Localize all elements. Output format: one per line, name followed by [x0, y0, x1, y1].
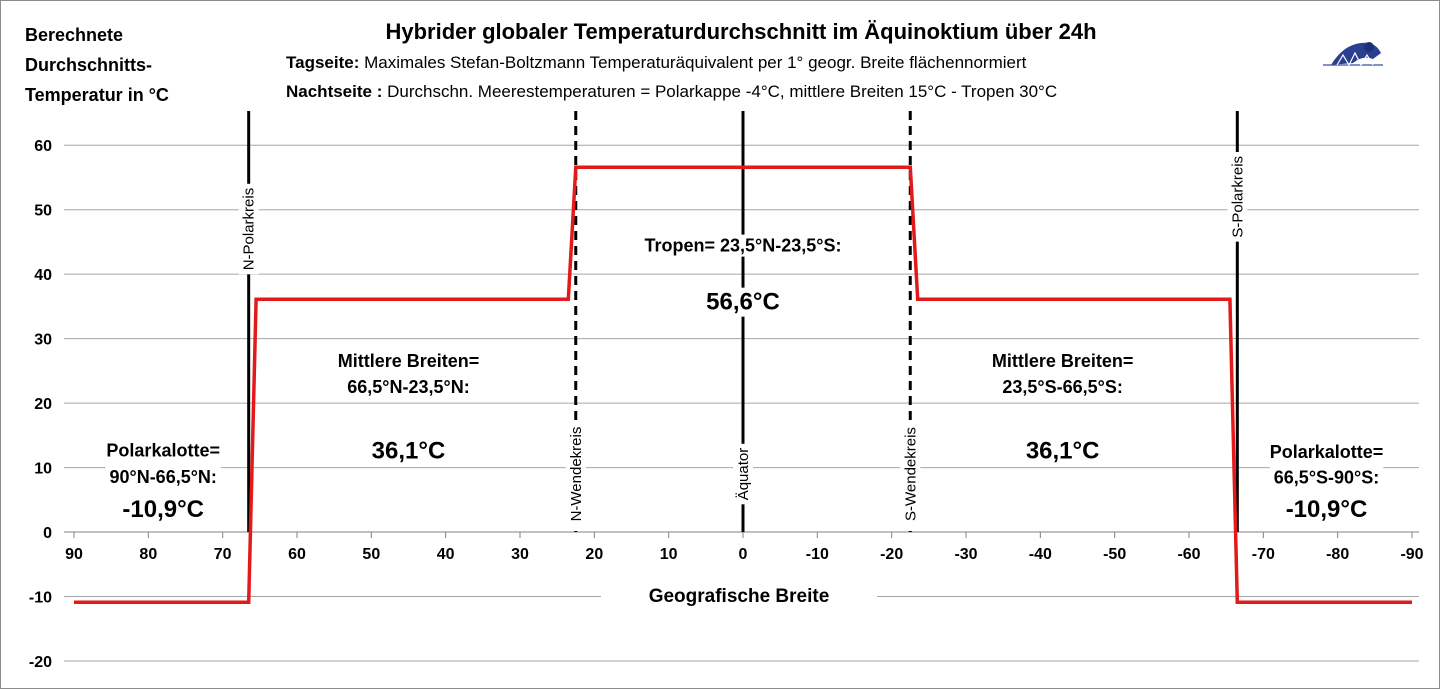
subtitle-day-label: Tagseite: [286, 53, 359, 72]
annotation-bg [702, 287, 784, 317]
reference-line-label: N-Wendekreis [568, 427, 585, 522]
reference-line-label: S-Polarkreis [1229, 156, 1246, 238]
annotation-text: 66,5°S-90°S: [1274, 468, 1379, 488]
annotation-bg [1021, 436, 1104, 466]
x-tick-label: -20 [880, 546, 903, 563]
annotation-text: 36,1°C [1026, 438, 1100, 465]
x-tick-label: 90 [65, 546, 83, 563]
x-tick-label: -70 [1252, 546, 1275, 563]
y-axis-label-line-1: Berechnete [25, 25, 123, 45]
y-tick-label: 20 [34, 396, 52, 413]
y-tick-label: 30 [34, 332, 52, 349]
annotation-text: 90°N-66,5°N: [109, 467, 216, 487]
annotation-text: -10,9°C [122, 496, 204, 523]
y-tick-label: 60 [34, 138, 52, 155]
y-tick-label: 50 [34, 203, 52, 220]
x-tick-label: 10 [660, 546, 678, 563]
annotation-bg [640, 234, 846, 257]
axes: -20 -10 0 10 20 30 40 50 60 90 80 70 60 50 40 30 20 10 0 -1… [29, 138, 1424, 671]
subtitle-night-text: Durchschn. Meerestemperaturen = Polarkap… [382, 82, 1057, 101]
annotation-bg [102, 439, 224, 462]
x-tick-label: 50 [362, 546, 380, 563]
reference-line-label-bg [733, 443, 753, 505]
annotation-text: -10,9°C [1286, 496, 1368, 523]
annotation-bg [118, 495, 209, 525]
annotation-bg [1269, 466, 1384, 489]
reference-line-label-bg [565, 422, 586, 526]
logo-icon [1323, 42, 1383, 67]
x-tick-label: -60 [1177, 546, 1200, 563]
y-tick-label: 40 [34, 267, 52, 284]
annotation-text: 66,5°N-23,5°N: [347, 377, 469, 397]
x-tick-label: 20 [585, 546, 603, 563]
x-tick-label: 0 [739, 546, 748, 563]
reference-line-label-bg [900, 423, 921, 526]
annotations: Polarkalotte= 90°N-66,5°N: -10,9°C Mittlere… [102, 234, 1388, 525]
subtitle-night-label: Nachtseite : [286, 82, 382, 101]
reference-line-label: S-Wendekreis [902, 427, 919, 521]
reference-line-label: Äquator [735, 448, 752, 501]
annotation-text: 36,1°C [372, 438, 446, 465]
x-tick-label: -40 [1029, 546, 1052, 563]
x-tick-label: -30 [954, 546, 977, 563]
annotation-text: 56,6°C [706, 289, 780, 316]
annotation-text: Mittlere Breiten= [992, 351, 1134, 371]
y-axis-label-line-2: Durchschnitts- [25, 55, 152, 75]
annotation-bg [998, 375, 1127, 398]
x-axis-label: Geografische Breite [649, 586, 830, 607]
annotation-bg [343, 375, 474, 398]
x-axis-label-bg [601, 579, 877, 611]
chart-subtitle-night: Nachtseite : Durchschn. Meerestemperatur… [286, 82, 1057, 101]
x-tick-label: 70 [214, 546, 232, 563]
chart-title: Hybrider globaler Temperaturdurchschnitt… [385, 19, 1096, 44]
reference-lines: N-Polarkreis N-Wendekreis Äquator S-Wendekr… [238, 111, 1248, 533]
annotation-text: 23,5°S-66,5°S: [1002, 377, 1122, 397]
x-tick-label: 30 [511, 546, 529, 563]
annotation-text: Mittlere Breiten= [338, 351, 480, 371]
annotation-bg [333, 350, 484, 373]
x-tick-label: -80 [1326, 546, 1349, 563]
subtitle-day-text: Maximales Stefan-Boltzmann Temperaturäqu… [359, 53, 1026, 72]
annotation-text: Tropen= 23,5°N-23,5°S: [645, 236, 842, 256]
annotation-text: Polarkalotte= [106, 441, 220, 461]
y-tick-label: -20 [29, 654, 52, 671]
series-line [74, 165, 1412, 605]
annotation-text: Polarkalotte= [1270, 442, 1384, 462]
x-tick-label: 60 [288, 546, 306, 563]
reference-line-label: N-Polarkreis [241, 188, 258, 271]
series-layer [74, 165, 1412, 605]
y-tick-label: 0 [43, 525, 52, 542]
annotation-bg [367, 436, 450, 466]
annotation-bg [1281, 495, 1372, 525]
y-tick-label: -10 [29, 590, 52, 607]
y-tick-label: 10 [34, 461, 52, 478]
annotation-bg [105, 466, 221, 489]
reference-line-label-bg [238, 183, 259, 275]
x-tick-label: 80 [139, 546, 157, 563]
reference-line-label-bg [1227, 151, 1248, 242]
x-tick-label: -50 [1103, 546, 1126, 563]
x-tick-label: -90 [1400, 546, 1423, 563]
chart-subtitle-day: Tagseite: Maximales Stefan-Boltzmann Tem… [286, 53, 1027, 72]
y-axis-label-line-3: Temperatur in °C [25, 85, 169, 105]
annotation-bg [987, 350, 1138, 373]
x-tick-label: 40 [437, 546, 455, 563]
annotation-bg [1265, 440, 1388, 463]
x-tick-label: -10 [806, 546, 829, 563]
